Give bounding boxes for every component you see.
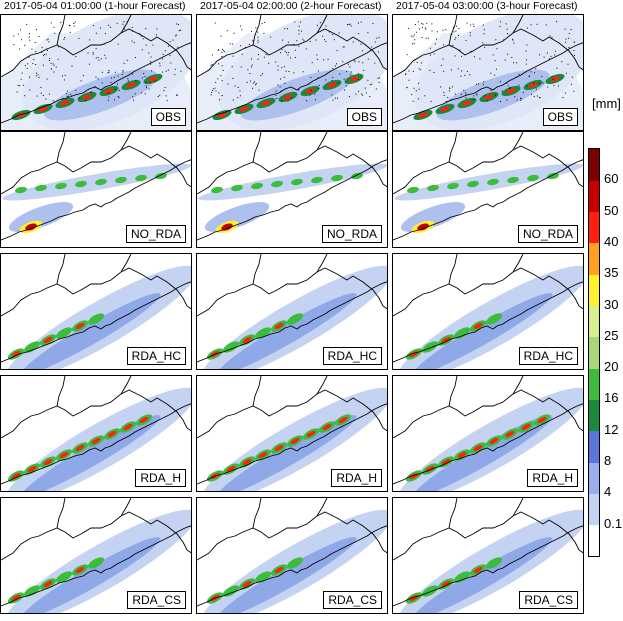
precip-map [197, 15, 387, 130]
panel-label: NO_RDA [321, 225, 382, 243]
map-panel: RDA_HC [392, 253, 584, 370]
col-title-1: 2017-05-04 01:00:00 (1-hour Forecast) [4, 0, 186, 12]
units-label: [mm] [592, 96, 621, 111]
precip-map [393, 376, 583, 491]
colorbar-segment [589, 430, 599, 463]
map-panel: NO_RDA [196, 131, 388, 248]
map-panel: RDA_CS [0, 497, 192, 614]
precip-map [197, 376, 387, 491]
map-panel: RDA_H [0, 375, 192, 492]
colorbar-segment [589, 399, 599, 432]
precip-map [197, 132, 387, 241]
precip-map [393, 132, 583, 241]
panel-label: NO_RDA [125, 225, 186, 243]
colorbar-tick-label: 50 [604, 202, 619, 218]
map-panel: RDA_H [392, 375, 584, 492]
panel-label: OBS [150, 108, 186, 126]
colorbar-segment [589, 211, 599, 244]
colorbar-tick-label: 35 [604, 265, 619, 281]
panel-label: OBS [542, 108, 578, 126]
precip-map [393, 254, 583, 369]
map-panel: NO_RDA [0, 131, 192, 248]
colorbar [588, 148, 600, 557]
colorbar-tick-label: 0.1 [604, 515, 623, 531]
map-panel: OBS [392, 14, 584, 131]
colorbar-segment [589, 274, 599, 307]
precip-map [393, 498, 583, 613]
colorbar-tick-label: 30 [604, 296, 619, 312]
panel-label: RDA_H [331, 469, 382, 487]
precip-map [1, 376, 191, 491]
colorbar-tick-label: 60 [604, 171, 619, 187]
colorbar-segment [589, 462, 599, 494]
panel-label: RDA_CS [519, 591, 578, 609]
precip-map [197, 498, 387, 613]
precip-map [197, 254, 387, 369]
map-panel: OBS [0, 14, 192, 131]
panel-label: RDA_HC [518, 347, 578, 365]
precip-map [1, 254, 191, 369]
colorbar-tick-label: 4 [604, 484, 612, 500]
panel-label: RDA_HC [322, 347, 382, 365]
precip-map [393, 15, 583, 130]
map-panel: RDA_H [196, 375, 388, 492]
colorbar-tick-label: 25 [604, 327, 619, 343]
colorbar-segment [589, 180, 599, 213]
map-panel: RDA_CS [196, 497, 388, 614]
colorbar-segment [589, 149, 599, 181]
map-panel: NO_RDA [392, 131, 584, 248]
map-panel: RDA_HC [196, 253, 388, 370]
panel-label: OBS [346, 108, 382, 126]
colorbar-segment [589, 305, 599, 338]
colorbar-tick-label: 8 [604, 453, 612, 469]
panel-label: RDA_HC [126, 347, 186, 365]
colorbar-segment [589, 493, 599, 526]
map-panel: OBS [196, 14, 388, 131]
col-title-2: 2017-05-04 02:00:00 (2-hour Forecast) [200, 0, 382, 12]
colorbar-segment [589, 368, 599, 400]
panel-label: RDA_CS [323, 591, 382, 609]
colorbar-tick-label: 20 [604, 359, 619, 375]
precip-map [1, 15, 191, 130]
col-title-3: 2017-05-04 03:00:00 (3-hour Forecast) [396, 0, 578, 12]
panel-label: RDA_H [527, 469, 578, 487]
panel-label: NO_RDA [517, 225, 578, 243]
panel-label: RDA_H [135, 469, 186, 487]
colorbar-tick-label: 12 [604, 421, 619, 437]
colorbar-tick-label: 40 [604, 233, 619, 249]
map-panel: RDA_CS [392, 497, 584, 614]
colorbar-segment [589, 524, 599, 557]
colorbar-tick-label: 16 [604, 390, 619, 406]
colorbar-segment [589, 242, 599, 275]
map-panel: RDA_HC [0, 253, 192, 370]
precip-map [1, 132, 191, 241]
panel-label: RDA_CS [127, 591, 186, 609]
precip-map [1, 498, 191, 613]
colorbar-segment [589, 336, 599, 369]
